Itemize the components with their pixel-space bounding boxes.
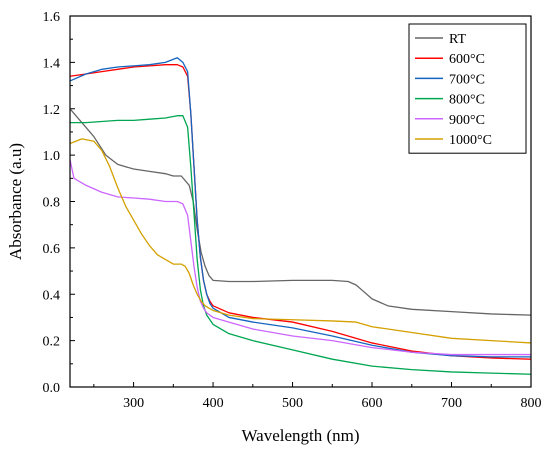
series-line-rt: [69, 108, 532, 316]
legend-label: 600°C: [449, 52, 485, 67]
legend-label: 1000°C: [449, 133, 492, 148]
plot-frame: [69, 15, 532, 388]
series-line-800c: [70, 115, 532, 375]
series-line-1000c: [69, 138, 532, 344]
y-tick-label: 0.2: [43, 335, 61, 350]
x-tick-label: 800: [521, 396, 542, 411]
y-tick-label: 0.0: [43, 381, 61, 396]
x-tick-label: 400: [203, 396, 224, 411]
x-tick-label: 500: [282, 396, 303, 411]
series-lines: [69, 57, 532, 375]
series-line-700c: [69, 57, 531, 358]
x-tick-label: 700: [441, 396, 462, 411]
legend-label: 900°C: [449, 113, 485, 128]
y-tick-label: 1.0: [43, 149, 61, 164]
y-tick-label: 0.8: [43, 196, 61, 211]
y-tick-label: 1.6: [43, 10, 61, 25]
legend-box: [408, 23, 527, 154]
x-axis-label: Wavelength (nm): [241, 426, 359, 445]
legend-label: 700°C: [449, 72, 485, 87]
series-line-900c: [69, 159, 531, 356]
legend-label: RT: [449, 32, 466, 47]
legend-label: 800°C: [449, 93, 485, 108]
x-tick-label: 600: [362, 396, 383, 411]
y-tick-label: 0.6: [43, 242, 61, 257]
y-axis-label: Absorbance (a.u): [6, 143, 25, 260]
y-tick-label: 0.4: [43, 288, 61, 303]
y-tick-label: 1.2: [43, 103, 61, 118]
y-tick-label: 1.4: [43, 56, 61, 71]
legend: RT 600°C 700°C 800°C 900°C 1000°C: [408, 23, 527, 154]
x-tick-label: 300: [123, 396, 144, 411]
